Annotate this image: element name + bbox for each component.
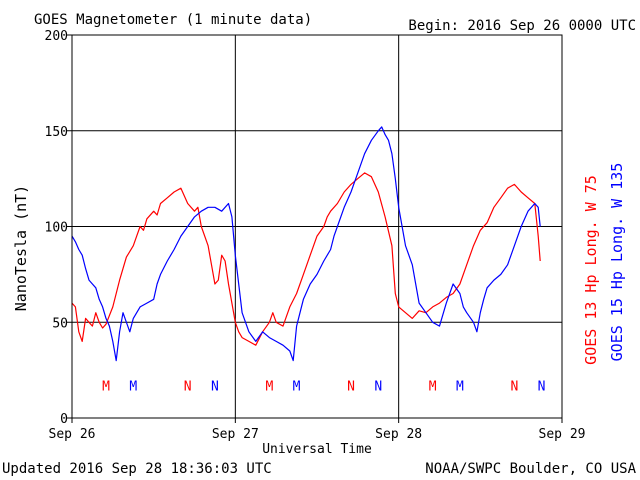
y-tick-labels: 0 50 100 150 200 [45, 29, 68, 427]
x-tick-label: Sep 26 [49, 427, 96, 442]
midnight-marker: M [456, 379, 464, 394]
midnight-marker: M [102, 379, 110, 394]
midnight-marker: N [538, 379, 546, 394]
midnight-marker: M [129, 379, 137, 394]
plot-frame [71, 34, 563, 419]
y-tick-label: 150 [45, 125, 68, 140]
x-tick-label: Sep 29 [539, 427, 586, 442]
y-axis-label: NanoTesla (nT) [12, 185, 30, 311]
midnight-marker: N [347, 379, 355, 394]
midnight-marker: N [211, 379, 219, 394]
legend-goes13: GOES 13 Hp Long. W 75 [582, 175, 600, 365]
midnight-marker: N [510, 379, 518, 394]
x-tick-labels: Sep 26 Sep 27 Sep 28 Sep 29 [49, 427, 586, 442]
series-layer [71, 126, 541, 362]
midnight-marker: N [184, 379, 192, 394]
series-line-goes-15-hp [71, 126, 541, 362]
midnight-marker: M [293, 379, 301, 394]
y-tick-label: 0 [60, 412, 68, 427]
source-label: NOAA/SWPC Boulder, CO USA [425, 461, 636, 477]
chart-title: GOES Magnetometer (1 minute data) [34, 12, 312, 28]
legend-goes15: GOES 15 Hp Long. W 135 [608, 163, 626, 362]
x-tick-label: Sep 28 [375, 427, 422, 442]
y-tick-label: 100 [45, 221, 68, 236]
midnight-marker: N [374, 379, 382, 394]
midnight-marker: M [265, 379, 273, 394]
x-tick-label: Sep 27 [212, 427, 259, 442]
updated-label: Updated 2016 Sep 28 18:36:03 UTC [2, 461, 272, 477]
y-tick-label: 200 [45, 29, 68, 44]
begin-label: Begin: 2016 Sep 26 0000 UTC [408, 18, 636, 34]
y-tick-label: 50 [52, 316, 68, 331]
x-axis-label: Universal Time [262, 442, 372, 457]
midnight-marker: M [429, 379, 437, 394]
grid-layer [67, 34, 563, 423]
